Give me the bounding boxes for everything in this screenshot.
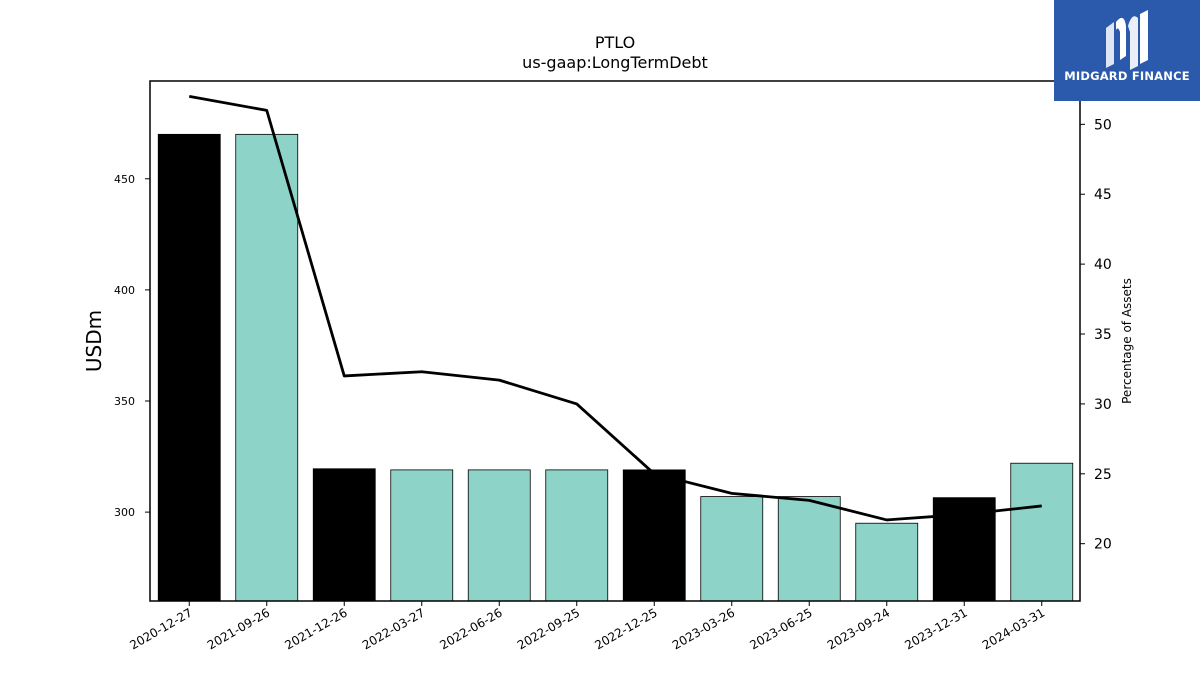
x-tick-label: 2022-09-25 [515,605,582,652]
bar [1010,462,1074,602]
y-tick-label: 400 [114,284,135,297]
x-tick-label: 2024-03-31 [980,605,1047,652]
y-axis-label: USDm [82,310,106,372]
x-tick-label: 2022-06-26 [437,605,504,652]
brand-logo: MIDGARD FINANCE [1054,0,1200,101]
bar [157,133,221,602]
bar [390,469,454,602]
bar [545,469,609,602]
y2-tick-label: 50 [1094,117,1112,133]
midgard-logo-icon [1106,10,1148,70]
bar [312,468,376,602]
x-tick-label: 2023-03-26 [670,605,737,652]
bar [855,522,919,602]
y2-tick-label: 40 [1094,257,1112,273]
x-tick-label: 2023-09-24 [825,605,892,652]
bar [700,496,764,602]
y2-tick-label: 30 [1094,397,1112,413]
x-tick-label: 2023-12-31 [902,605,969,652]
chart-subtitle: us-gaap:LongTermDebt [522,53,708,72]
bar [777,496,841,602]
x-tick-label: 2020-12-27 [127,605,194,652]
y2-tick-label: 35 [1094,327,1112,343]
series-line [189,94,1042,522]
bar [235,133,299,602]
y-tick-label: 300 [114,506,135,519]
x-tick-label: 2021-12-26 [282,605,349,652]
y-tick-label: 350 [114,395,135,408]
y2-tick-label: 20 [1094,537,1112,553]
bar [467,469,531,602]
brand-name: MIDGARD FINANCE [1064,69,1190,83]
bar [622,469,686,602]
plot-frame [149,80,1081,602]
x-tick-label: 2021-09-26 [205,605,272,652]
y2-tick-label: 25 [1094,467,1112,483]
x-tick-label: 2022-12-25 [592,605,659,652]
x-tick-label: 2022-03-27 [360,605,427,652]
x-tick-label: 2023-06-25 [747,605,814,652]
chart-title: PTLO [595,33,635,52]
y2-axis-label: Percentage of Assets [1120,278,1134,404]
y-tick-label: 450 [114,173,135,186]
y2-tick-label: 45 [1094,187,1112,203]
